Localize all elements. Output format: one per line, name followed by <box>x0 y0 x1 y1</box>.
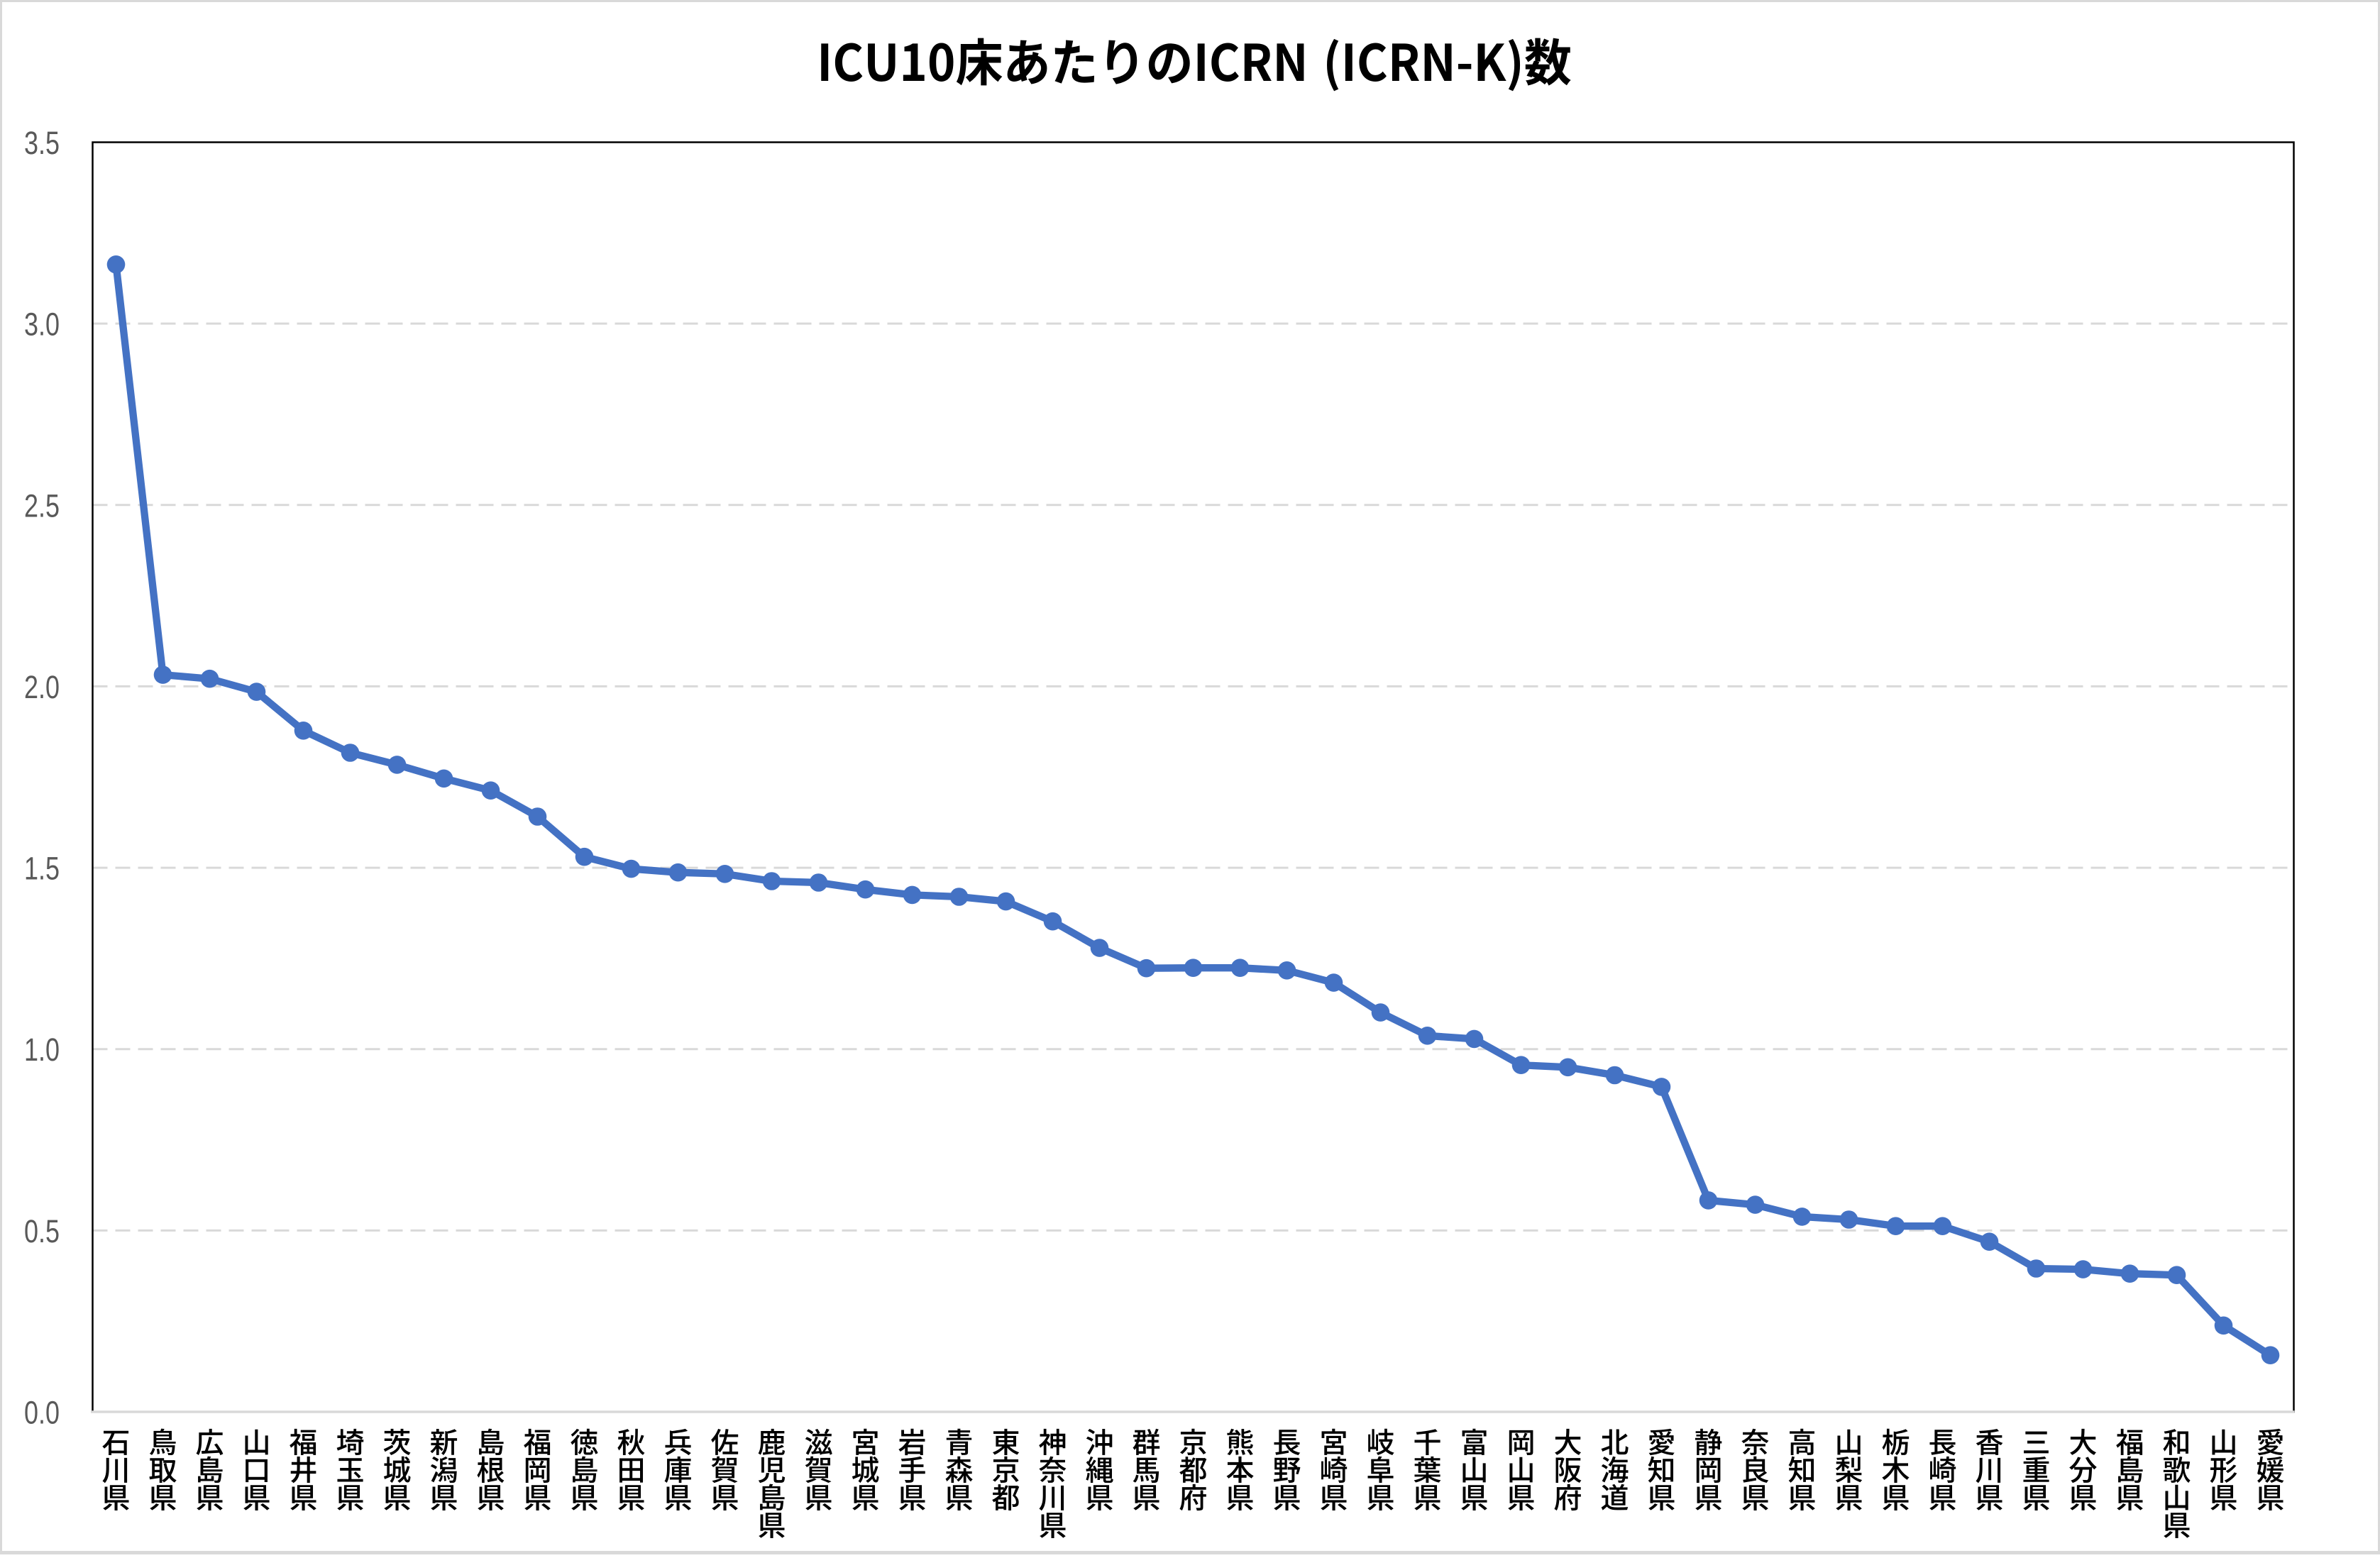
svg-text:2.0: 2.0 <box>24 669 60 705</box>
svg-text:0.5: 0.5 <box>24 1213 60 1249</box>
svg-text:0.0: 0.0 <box>24 1395 60 1431</box>
svg-text:3.5: 3.5 <box>24 125 60 161</box>
svg-text:3.0: 3.0 <box>24 306 60 343</box>
svg-text:1.5: 1.5 <box>24 851 60 887</box>
svg-text:2.5: 2.5 <box>24 487 60 524</box>
svg-text:1.0: 1.0 <box>24 1032 60 1068</box>
